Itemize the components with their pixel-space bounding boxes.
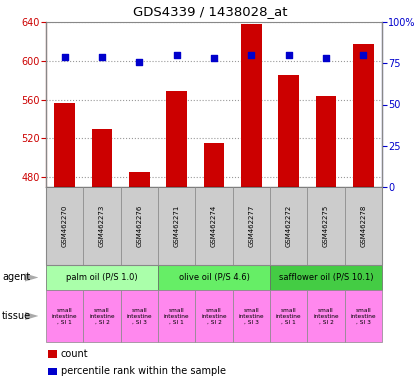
Text: tissue: tissue bbox=[2, 311, 31, 321]
Polygon shape bbox=[25, 312, 39, 320]
Bar bbox=[316, 96, 336, 384]
Bar bbox=[166, 91, 187, 384]
Bar bbox=[278, 75, 299, 384]
Text: GSM462271: GSM462271 bbox=[173, 205, 180, 247]
Text: small
intestine
, SI 2: small intestine , SI 2 bbox=[313, 308, 339, 324]
Text: small
intestine
, SI 1: small intestine , SI 1 bbox=[276, 308, 302, 324]
Text: small
intestine
, SI 3: small intestine , SI 3 bbox=[351, 308, 376, 324]
Point bbox=[211, 55, 218, 61]
Point bbox=[285, 52, 292, 58]
Point bbox=[323, 55, 329, 61]
Text: agent: agent bbox=[2, 273, 30, 283]
Text: GSM462274: GSM462274 bbox=[211, 205, 217, 247]
Point bbox=[248, 52, 255, 58]
Text: olive oil (P/S 4.6): olive oil (P/S 4.6) bbox=[178, 273, 249, 282]
Polygon shape bbox=[25, 273, 39, 281]
Bar bbox=[241, 24, 262, 384]
Bar bbox=[353, 44, 374, 384]
Text: GSM462270: GSM462270 bbox=[62, 205, 68, 247]
Text: small
intestine
, SI 2: small intestine , SI 2 bbox=[201, 308, 227, 324]
Point bbox=[173, 52, 180, 58]
Text: percentile rank within the sample: percentile rank within the sample bbox=[61, 366, 226, 376]
Bar bbox=[204, 143, 224, 384]
Text: small
intestine
, SI 1: small intestine , SI 1 bbox=[164, 308, 189, 324]
Text: GSM462273: GSM462273 bbox=[99, 205, 105, 247]
Text: count: count bbox=[61, 349, 88, 359]
Bar bbox=[129, 172, 150, 384]
Text: small
intestine
, SI 2: small intestine , SI 2 bbox=[89, 308, 115, 324]
Text: small
intestine
, SI 3: small intestine , SI 3 bbox=[239, 308, 264, 324]
Text: GSM462278: GSM462278 bbox=[360, 205, 366, 247]
Text: small
intestine
, SI 1: small intestine , SI 1 bbox=[52, 308, 77, 324]
Point bbox=[99, 54, 105, 60]
Text: GSM462275: GSM462275 bbox=[323, 205, 329, 247]
Point bbox=[360, 52, 367, 58]
Text: GSM462272: GSM462272 bbox=[286, 205, 291, 247]
Text: palm oil (P/S 1.0): palm oil (P/S 1.0) bbox=[66, 273, 138, 282]
Text: GSM462277: GSM462277 bbox=[248, 205, 255, 247]
Text: GDS4339 / 1438028_at: GDS4339 / 1438028_at bbox=[133, 5, 287, 18]
Text: safflower oil (P/S 10.1): safflower oil (P/S 10.1) bbox=[279, 273, 373, 282]
Point bbox=[61, 54, 68, 60]
Point bbox=[136, 58, 143, 65]
Bar bbox=[55, 103, 75, 384]
Bar bbox=[92, 129, 112, 384]
Text: small
intestine
, SI 3: small intestine , SI 3 bbox=[126, 308, 152, 324]
Text: GSM462276: GSM462276 bbox=[136, 205, 142, 247]
